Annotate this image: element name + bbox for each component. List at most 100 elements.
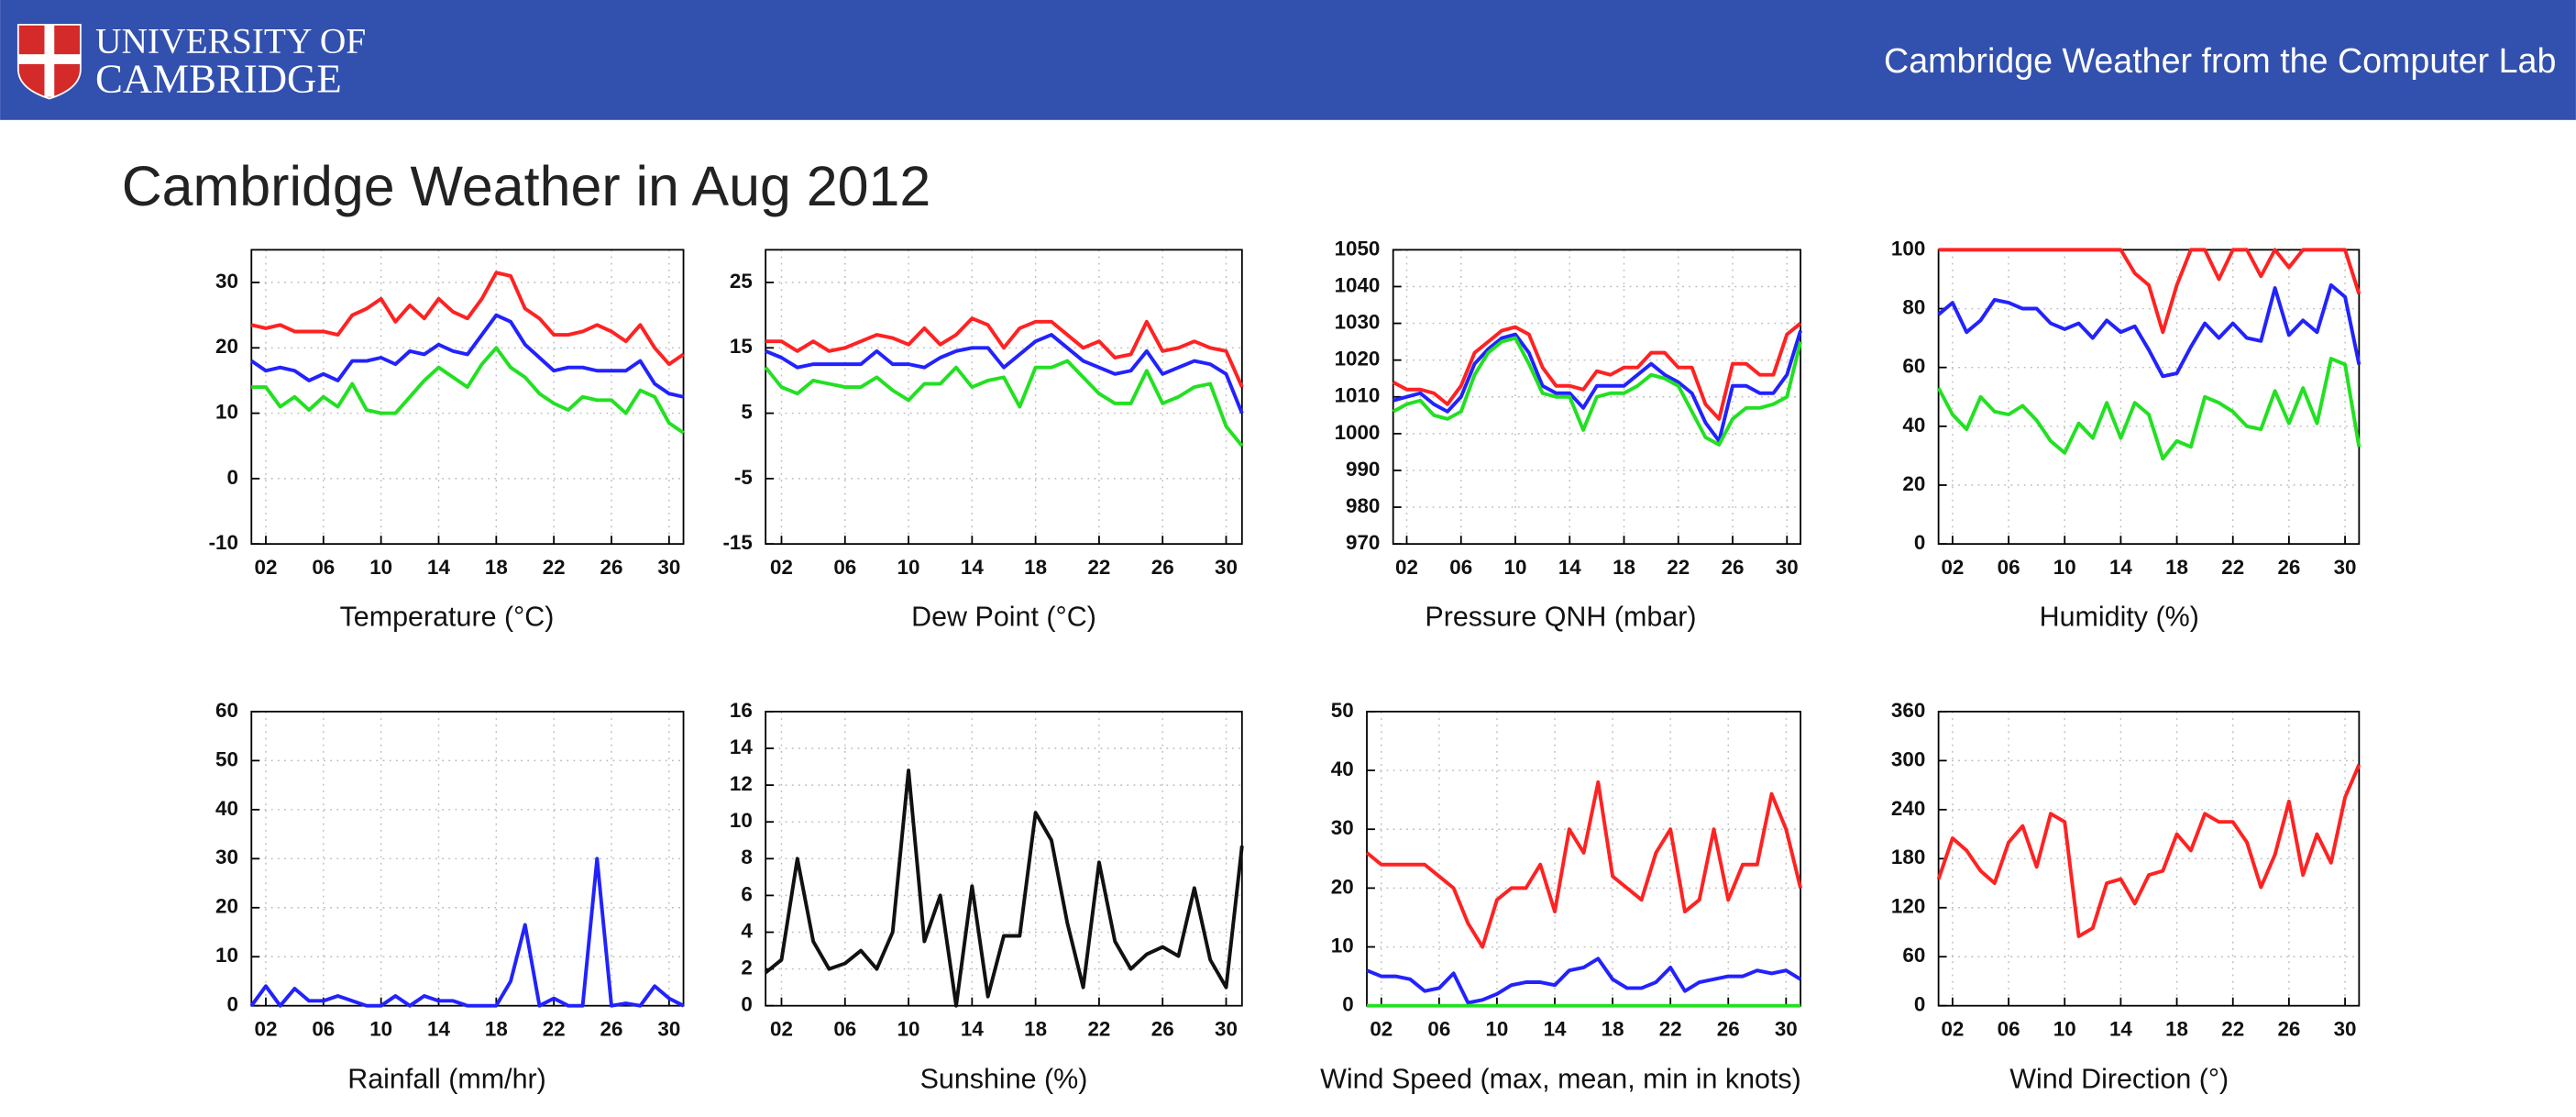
y-tick-label: 25	[730, 270, 753, 293]
y-tick-label: 30	[1331, 816, 1354, 839]
data-line	[1366, 957, 1802, 1005]
x-tick-label: 26	[1151, 556, 1174, 579]
logo[interactable]: UNIVERSITY OF CAMBRIDGE	[17, 20, 366, 101]
y-tick-label: 40	[1902, 414, 1925, 437]
y-tick-label: 40	[215, 797, 238, 820]
x-axis-label: Sunshine (%)	[920, 1063, 1088, 1094]
x-tick-label: 06	[1998, 556, 2020, 579]
y-tick-label: -5	[734, 466, 753, 489]
x-tick-label: 22	[2221, 1017, 2244, 1040]
plot-frame	[1937, 711, 2361, 1007]
y-tick-label: 10	[215, 944, 238, 967]
y-tick-label: 16	[730, 699, 753, 722]
plot-frame	[1366, 711, 1801, 1007]
x-tick-label: 10	[897, 1017, 920, 1040]
y-tick-label: 20	[1902, 472, 1925, 495]
y-tick-label: 15	[730, 335, 753, 358]
x-tick-label: 06	[312, 556, 335, 579]
plot-frame	[250, 249, 685, 546]
x-axis-label: Temperature (°C)	[340, 602, 555, 633]
x-tick-label: 14	[961, 1017, 984, 1040]
y-tick-label: 14	[730, 735, 753, 758]
plot-frame	[250, 711, 685, 1007]
x-tick-label: 26	[1717, 1017, 1740, 1040]
x-tick-label: 30	[1775, 1017, 1798, 1040]
logo-text: CAMBRIDGE	[95, 55, 342, 101]
data-line	[249, 857, 685, 1008]
x-axis-label: Humidity (%)	[2040, 602, 2199, 633]
x-tick-label: 06	[833, 556, 856, 579]
x-tick-label: 14	[427, 1017, 450, 1040]
x-tick-label: 30	[1215, 1017, 1238, 1040]
x-tick-label: 26	[2277, 556, 2300, 579]
data-line	[250, 271, 685, 367]
y-tick-label: 980	[1346, 494, 1380, 517]
x-tick-label: 18	[485, 1017, 508, 1040]
x-tick-label: 14	[2109, 1017, 2132, 1040]
y-tick-label: 5	[741, 401, 752, 424]
plot-frame	[765, 249, 1243, 546]
y-tick-label: 1040	[1335, 273, 1381, 296]
y-tick-label: 1010	[1335, 384, 1381, 407]
y-tick-label: 60	[1902, 355, 1925, 378]
site-title[interactable]: Cambridge Weather from the Computer Lab	[1884, 41, 2556, 80]
y-tick-label: 1050	[1335, 237, 1381, 260]
x-tick-label: 02	[255, 556, 278, 579]
y-tick-label: 0	[1342, 993, 1353, 1016]
x-tick-label: 18	[1024, 556, 1047, 579]
y-tick-label: 0	[1914, 993, 1925, 1016]
x-tick-label: 22	[543, 556, 566, 579]
y-tick-label: 60	[215, 699, 238, 722]
y-tick-label: 80	[1902, 295, 1925, 318]
x-tick-label: 30	[2334, 1017, 2357, 1040]
x-axis-label: Pressure QNH (mbar)	[1425, 602, 1696, 633]
x-tick-label: 10	[1504, 556, 1527, 579]
y-tick-label: 120	[1891, 895, 1925, 918]
y-tick-label: 1000	[1335, 421, 1381, 444]
x-tick-label: 06	[1998, 1017, 2020, 1040]
x-tick-label: 22	[1667, 556, 1690, 579]
x-tick-label: 18	[2165, 1017, 2188, 1040]
y-tick-label: 10	[1331, 934, 1354, 957]
y-tick-label: 2	[741, 957, 752, 979]
x-tick-label: 26	[1151, 1017, 1174, 1040]
x-tick-label: 18	[485, 556, 508, 579]
x-tick-label: 14	[427, 556, 450, 579]
y-tick-label: 0	[741, 993, 752, 1016]
x-tick-label: 02	[1941, 556, 1964, 579]
logo-text: UNIVERSITY OF	[95, 20, 366, 61]
x-tick-label: 10	[2053, 556, 2076, 579]
y-tick-label: 30	[215, 270, 238, 293]
x-tick-label: 18	[1024, 1017, 1047, 1040]
x-tick-label: 30	[657, 1017, 680, 1040]
x-tick-label: 02	[770, 1017, 793, 1040]
plot-frame	[1392, 249, 1801, 546]
y-tick-label: 6	[741, 882, 752, 905]
y-tick-label: 100	[1891, 237, 1925, 260]
x-tick-label: 30	[657, 556, 680, 579]
x-tick-label: 30	[2334, 556, 2357, 579]
y-tick-label: 20	[215, 335, 238, 358]
y-tick-label: 20	[215, 895, 238, 918]
y-tick-label: 0	[1914, 531, 1925, 554]
data-line	[1936, 357, 2361, 461]
y-tick-label: 40	[1331, 758, 1354, 780]
y-tick-label: 8	[741, 846, 752, 868]
x-tick-label: 26	[600, 1017, 623, 1040]
x-tick-label: 06	[1427, 1017, 1450, 1040]
x-tick-label: 22	[1087, 556, 1110, 579]
y-tick-label: 12	[730, 772, 753, 795]
data-line	[1365, 780, 1803, 949]
data-line	[1393, 330, 1802, 443]
x-tick-label: 22	[543, 1017, 566, 1040]
x-tick-label: 02	[770, 556, 793, 579]
x-tick-label: 10	[369, 556, 392, 579]
y-tick-label: 1030	[1335, 310, 1381, 333]
x-tick-label: 18	[2165, 556, 2188, 579]
x-tick-label: 06	[833, 1017, 856, 1040]
data-line	[250, 313, 684, 399]
y-tick-label: 10	[730, 809, 753, 832]
plot-frame	[1937, 249, 2361, 546]
y-tick-label: 240	[1891, 797, 1925, 820]
